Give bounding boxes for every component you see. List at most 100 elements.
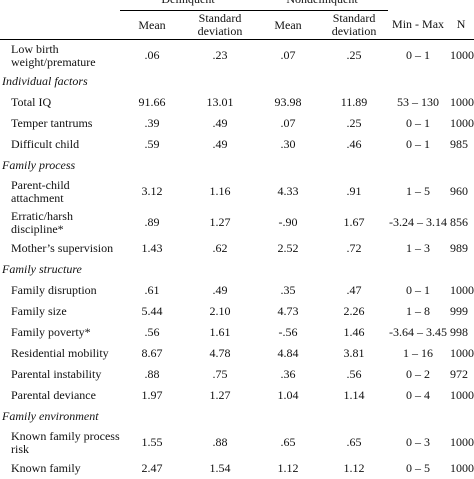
section-label: Family structure (0, 259, 474, 280)
variable-label: Known family process risk (0, 427, 120, 458)
delinquent-sd-cell: 2.10 (184, 301, 256, 322)
column-header-standard-deviation: Standard deviation (320, 11, 388, 40)
delinquent-mean-cell: 5.44 (120, 301, 184, 322)
nondelinquent-mean-cell: 1.12 (256, 458, 320, 479)
nondelinquent-mean-cell: .07 (256, 113, 320, 134)
section-header-row: Family environment (0, 406, 474, 427)
nondelinquent-sd-cell: 11.89 (320, 92, 388, 113)
nondelinquent-sd-cell: .25 (320, 113, 388, 134)
n-cell: 1000 (448, 280, 474, 301)
delinquent-mean-cell: .59 (120, 134, 184, 155)
nondelinquent-sd-cell: 3.81 (320, 343, 388, 364)
section-label: Individual factors (0, 71, 474, 92)
nondelinquent-mean-cell: 93.98 (256, 92, 320, 113)
delinquent-mean-cell: 1.97 (120, 385, 184, 406)
delinquent-sd-cell: 1.16 (184, 176, 256, 207)
nondelinquent-sd-cell: .65 (320, 427, 388, 458)
delinquent-mean-cell: 8.67 (120, 343, 184, 364)
variable-label: Family poverty* (0, 322, 120, 343)
delinquent-mean-cell: .61 (120, 280, 184, 301)
nondelinquent-mean-cell: 1.04 (256, 385, 320, 406)
group-header-row: Delinquent Nondelinquent (0, 0, 474, 11)
n-cell: 1000 (448, 113, 474, 134)
section-header-row: Family structure (0, 259, 474, 280)
nondelinquent-sd-cell: 2.26 (320, 301, 388, 322)
nondelinquent-sd-cell: .56 (320, 364, 388, 385)
min-max-cell: 0 – 1 (388, 40, 448, 72)
nondelinquent-mean-cell: 4.73 (256, 301, 320, 322)
n-cell: 989 (448, 238, 474, 259)
n-cell: 1000 (448, 343, 474, 364)
min-max-cell: 0 – 1 (388, 134, 448, 155)
n-cell: 856 (448, 207, 474, 238)
variable-label: Total IQ (0, 92, 120, 113)
n-cell: 972 (448, 364, 474, 385)
nondelinquent-sd-cell: .47 (320, 280, 388, 301)
n-cell: 999 (448, 301, 474, 322)
min-max-cell: 1 – 16 (388, 343, 448, 364)
nondelinquent-mean-cell: 4.33 (256, 176, 320, 207)
variable-label: Residential mobility (0, 343, 120, 364)
group-header-nondelinquent: Nondelinquent (256, 0, 388, 11)
delinquent-sd-cell: 4.78 (184, 343, 256, 364)
min-max-cell: 0 – 5 (388, 458, 448, 479)
min-max-cell: 1 – 8 (388, 301, 448, 322)
delinquent-sd-cell: .49 (184, 113, 256, 134)
delinquent-sd-cell: 1.27 (184, 385, 256, 406)
n-cell: 1000 (448, 40, 474, 72)
nondelinquent-mean-cell: 2.52 (256, 238, 320, 259)
nondelinquent-sd-cell: 1.46 (320, 322, 388, 343)
delinquent-mean-cell: 1.55 (120, 427, 184, 458)
variable-label: Temper tantrums (0, 113, 120, 134)
section-header-row: Family process (0, 155, 474, 176)
min-max-cell: 0 – 4 (388, 385, 448, 406)
delinquent-sd-cell: 1.54 (184, 458, 256, 479)
column-header-min-max: Min - Max (388, 11, 448, 40)
nondelinquent-sd-cell: 1.12 (320, 458, 388, 479)
n-cell: 985 (448, 134, 474, 155)
nondelinquent-sd-cell: .72 (320, 238, 388, 259)
delinquent-sd-cell: 13.01 (184, 92, 256, 113)
column-header-n: N (448, 11, 474, 40)
variable-label: Erratic/harsh discipline* (0, 207, 120, 238)
n-cell: 998 (448, 322, 474, 343)
nondelinquent-mean-cell: .65 (256, 427, 320, 458)
delinquent-mean-cell: 2.47 (120, 458, 184, 479)
variable-label: Difficult child (0, 134, 120, 155)
delinquent-mean-cell: .39 (120, 113, 184, 134)
nondelinquent-mean-cell: .35 (256, 280, 320, 301)
variable-label: Parental deviance (0, 385, 120, 406)
section-label: Family process (0, 155, 474, 176)
min-max-cell: 0 – 2 (388, 364, 448, 385)
empty-header-cell (388, 0, 448, 11)
nondelinquent-mean-cell: -.56 (256, 322, 320, 343)
empty-header-cell (0, 0, 120, 11)
column-header-standard-deviation: Standard deviation (184, 11, 256, 40)
nondelinquent-mean-cell: -.90 (256, 207, 320, 238)
min-max-cell: 0 – 1 (388, 113, 448, 134)
variable-label: Parent-child attachment (0, 176, 120, 207)
delinquent-mean-cell: 3.12 (120, 176, 184, 207)
nondelinquent-sd-cell: .25 (320, 40, 388, 72)
delinquent-sd-cell: .49 (184, 280, 256, 301)
nondelinquent-sd-cell: .91 (320, 176, 388, 207)
variable-header-cell (0, 11, 120, 40)
section-label: Family environment (0, 406, 474, 427)
delinquent-sd-cell: 1.61 (184, 322, 256, 343)
delinquent-mean-cell: .06 (120, 40, 184, 72)
